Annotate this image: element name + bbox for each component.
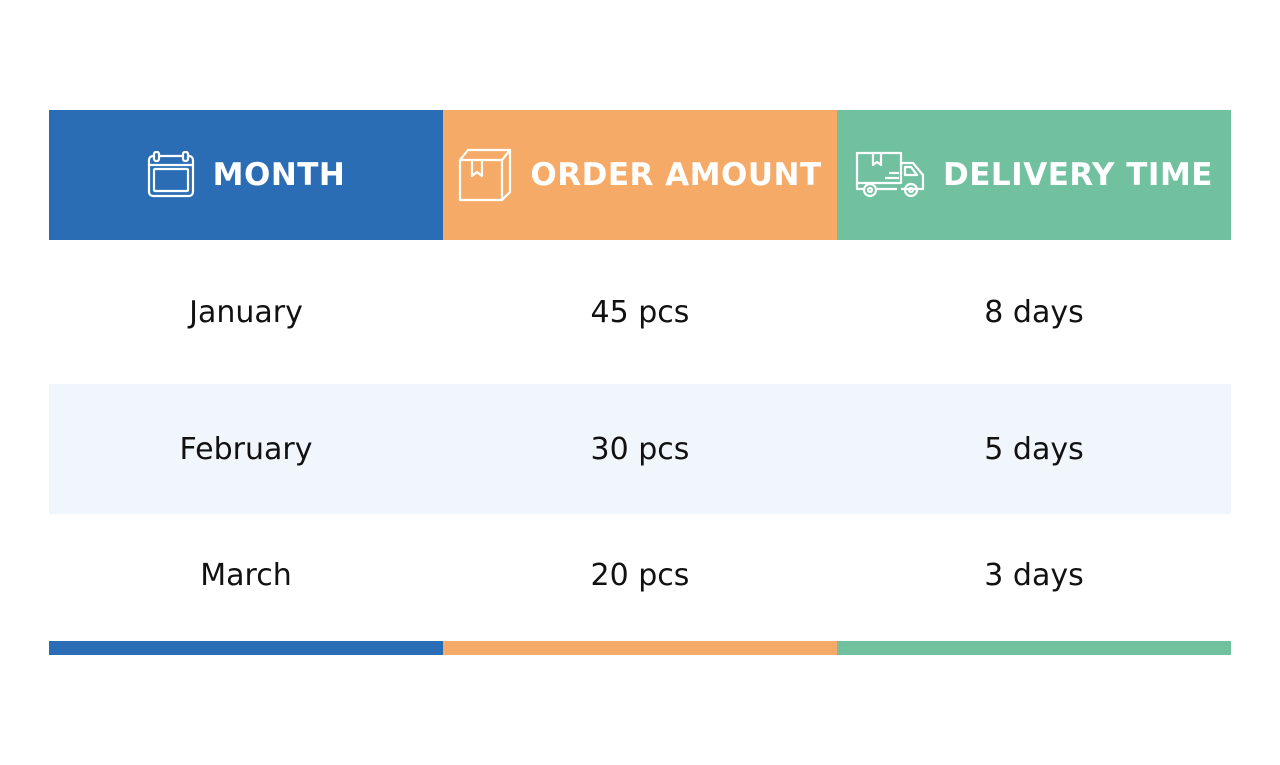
header-month-label: MONTH <box>212 157 346 193</box>
table-header: MONTH ORDER AMOUNT <box>49 110 1231 240</box>
header-order-amount-label: ORDER AMOUNT <box>530 157 822 193</box>
delivery-time-cell: 8 days <box>984 294 1084 330</box>
header-delivery-time-label: DELIVERY TIME <box>943 157 1213 193</box>
delivery-truck-icon <box>855 151 925 199</box>
footer-bar-delivery-time <box>837 641 1231 655</box>
order-amount-cell: 30 pcs <box>590 431 690 467</box>
calendar-icon <box>147 151 195 199</box>
delivery-time-cell: 5 days <box>984 431 1084 467</box>
footer-bar-month <box>49 641 443 655</box>
box-icon <box>458 148 512 202</box>
month-cell: March <box>200 557 292 593</box>
table-row: February 30 pcs 5 days <box>49 384 1231 514</box>
footer-bar-order-amount <box>443 641 837 655</box>
table-footer-bar <box>49 641 1231 655</box>
data-table: MONTH ORDER AMOUNT <box>49 110 1231 655</box>
month-cell: February <box>179 431 313 467</box>
header-month: MONTH <box>49 110 443 240</box>
order-amount-cell: 20 pcs <box>590 557 690 593</box>
header-order-amount: ORDER AMOUNT <box>443 110 837 240</box>
delivery-time-cell: 3 days <box>984 557 1084 593</box>
month-cell: January <box>189 294 303 330</box>
order-amount-cell: 45 pcs <box>590 294 690 330</box>
table-row: January 45 pcs 8 days <box>49 240 1231 384</box>
table-row: March 20 pcs 3 days <box>49 514 1231 636</box>
header-delivery-time: DELIVERY TIME <box>837 110 1231 240</box>
